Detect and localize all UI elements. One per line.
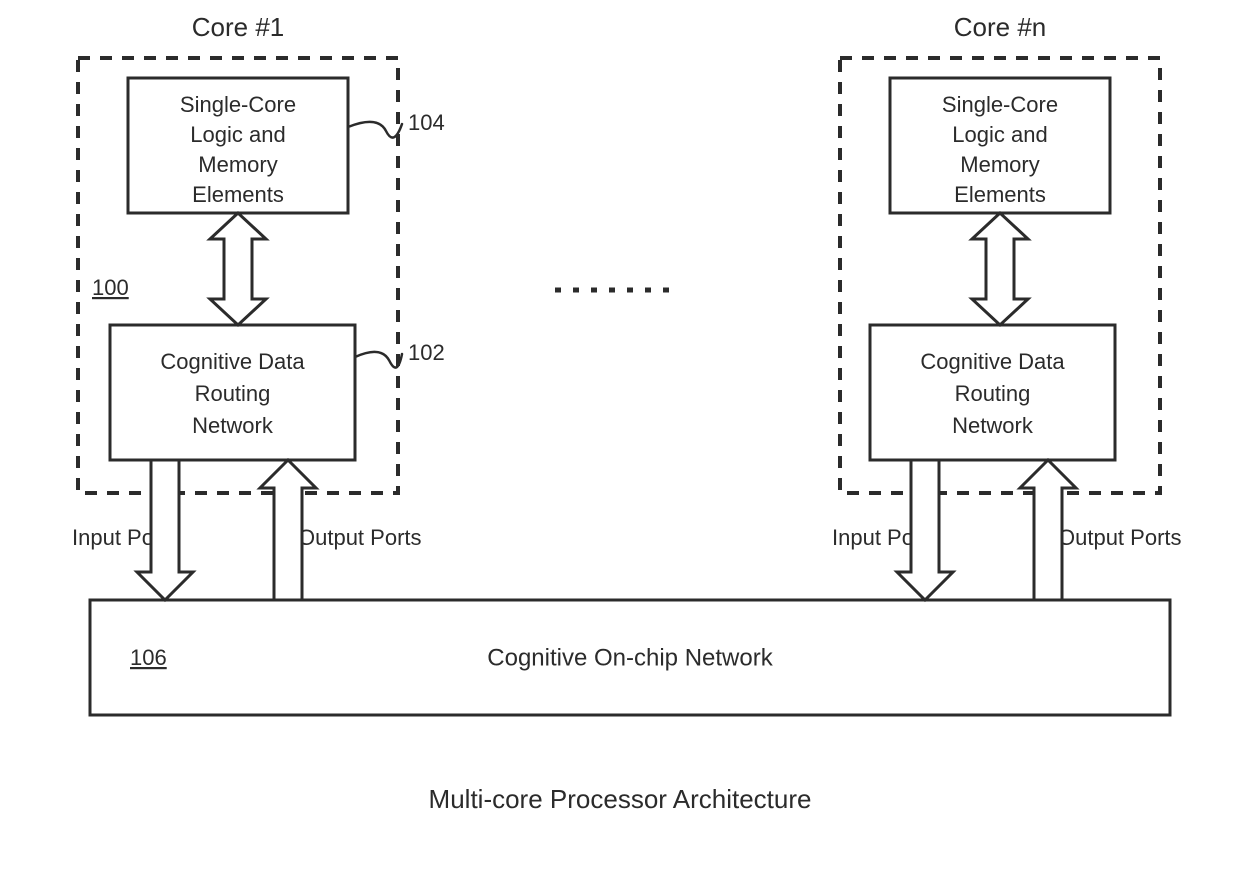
svg-text:Single-Core: Single-Core xyxy=(180,92,296,117)
callout-line xyxy=(355,352,402,368)
onchip-network-label: Cognitive On-chip Network xyxy=(487,645,773,672)
bidir-arrow xyxy=(210,213,266,325)
core-title: Core #1 xyxy=(192,12,285,42)
svg-text:Cognitive Data: Cognitive Data xyxy=(160,349,305,374)
callout-line xyxy=(348,122,402,138)
output-ports-label: Output Ports xyxy=(1058,525,1182,550)
svg-text:Cognitive Data: Cognitive Data xyxy=(920,349,1065,374)
svg-text:Routing: Routing xyxy=(955,381,1031,406)
svg-text:Logic and: Logic and xyxy=(190,122,285,147)
callout-ref: 102 xyxy=(408,340,445,365)
svg-text:Routing: Routing xyxy=(195,381,271,406)
svg-text:Memory: Memory xyxy=(960,152,1039,177)
core-title: Core #n xyxy=(954,12,1047,42)
bidir-arrow xyxy=(972,213,1028,325)
svg-text:Network: Network xyxy=(192,413,274,438)
svg-text:Elements: Elements xyxy=(954,182,1046,207)
diagram-title: Multi-core Processor Architecture xyxy=(429,784,812,814)
output-ports-label: Output Ports xyxy=(298,525,422,550)
svg-text:Memory: Memory xyxy=(198,152,277,177)
callout-ref: 104 xyxy=(408,110,445,135)
ref-label: 106 xyxy=(130,645,167,670)
svg-text:Elements: Elements xyxy=(192,182,284,207)
svg-text:Network: Network xyxy=(952,413,1034,438)
ref-label: 100 xyxy=(92,275,129,300)
svg-text:Single-Core: Single-Core xyxy=(942,92,1058,117)
svg-text:Logic and: Logic and xyxy=(952,122,1047,147)
